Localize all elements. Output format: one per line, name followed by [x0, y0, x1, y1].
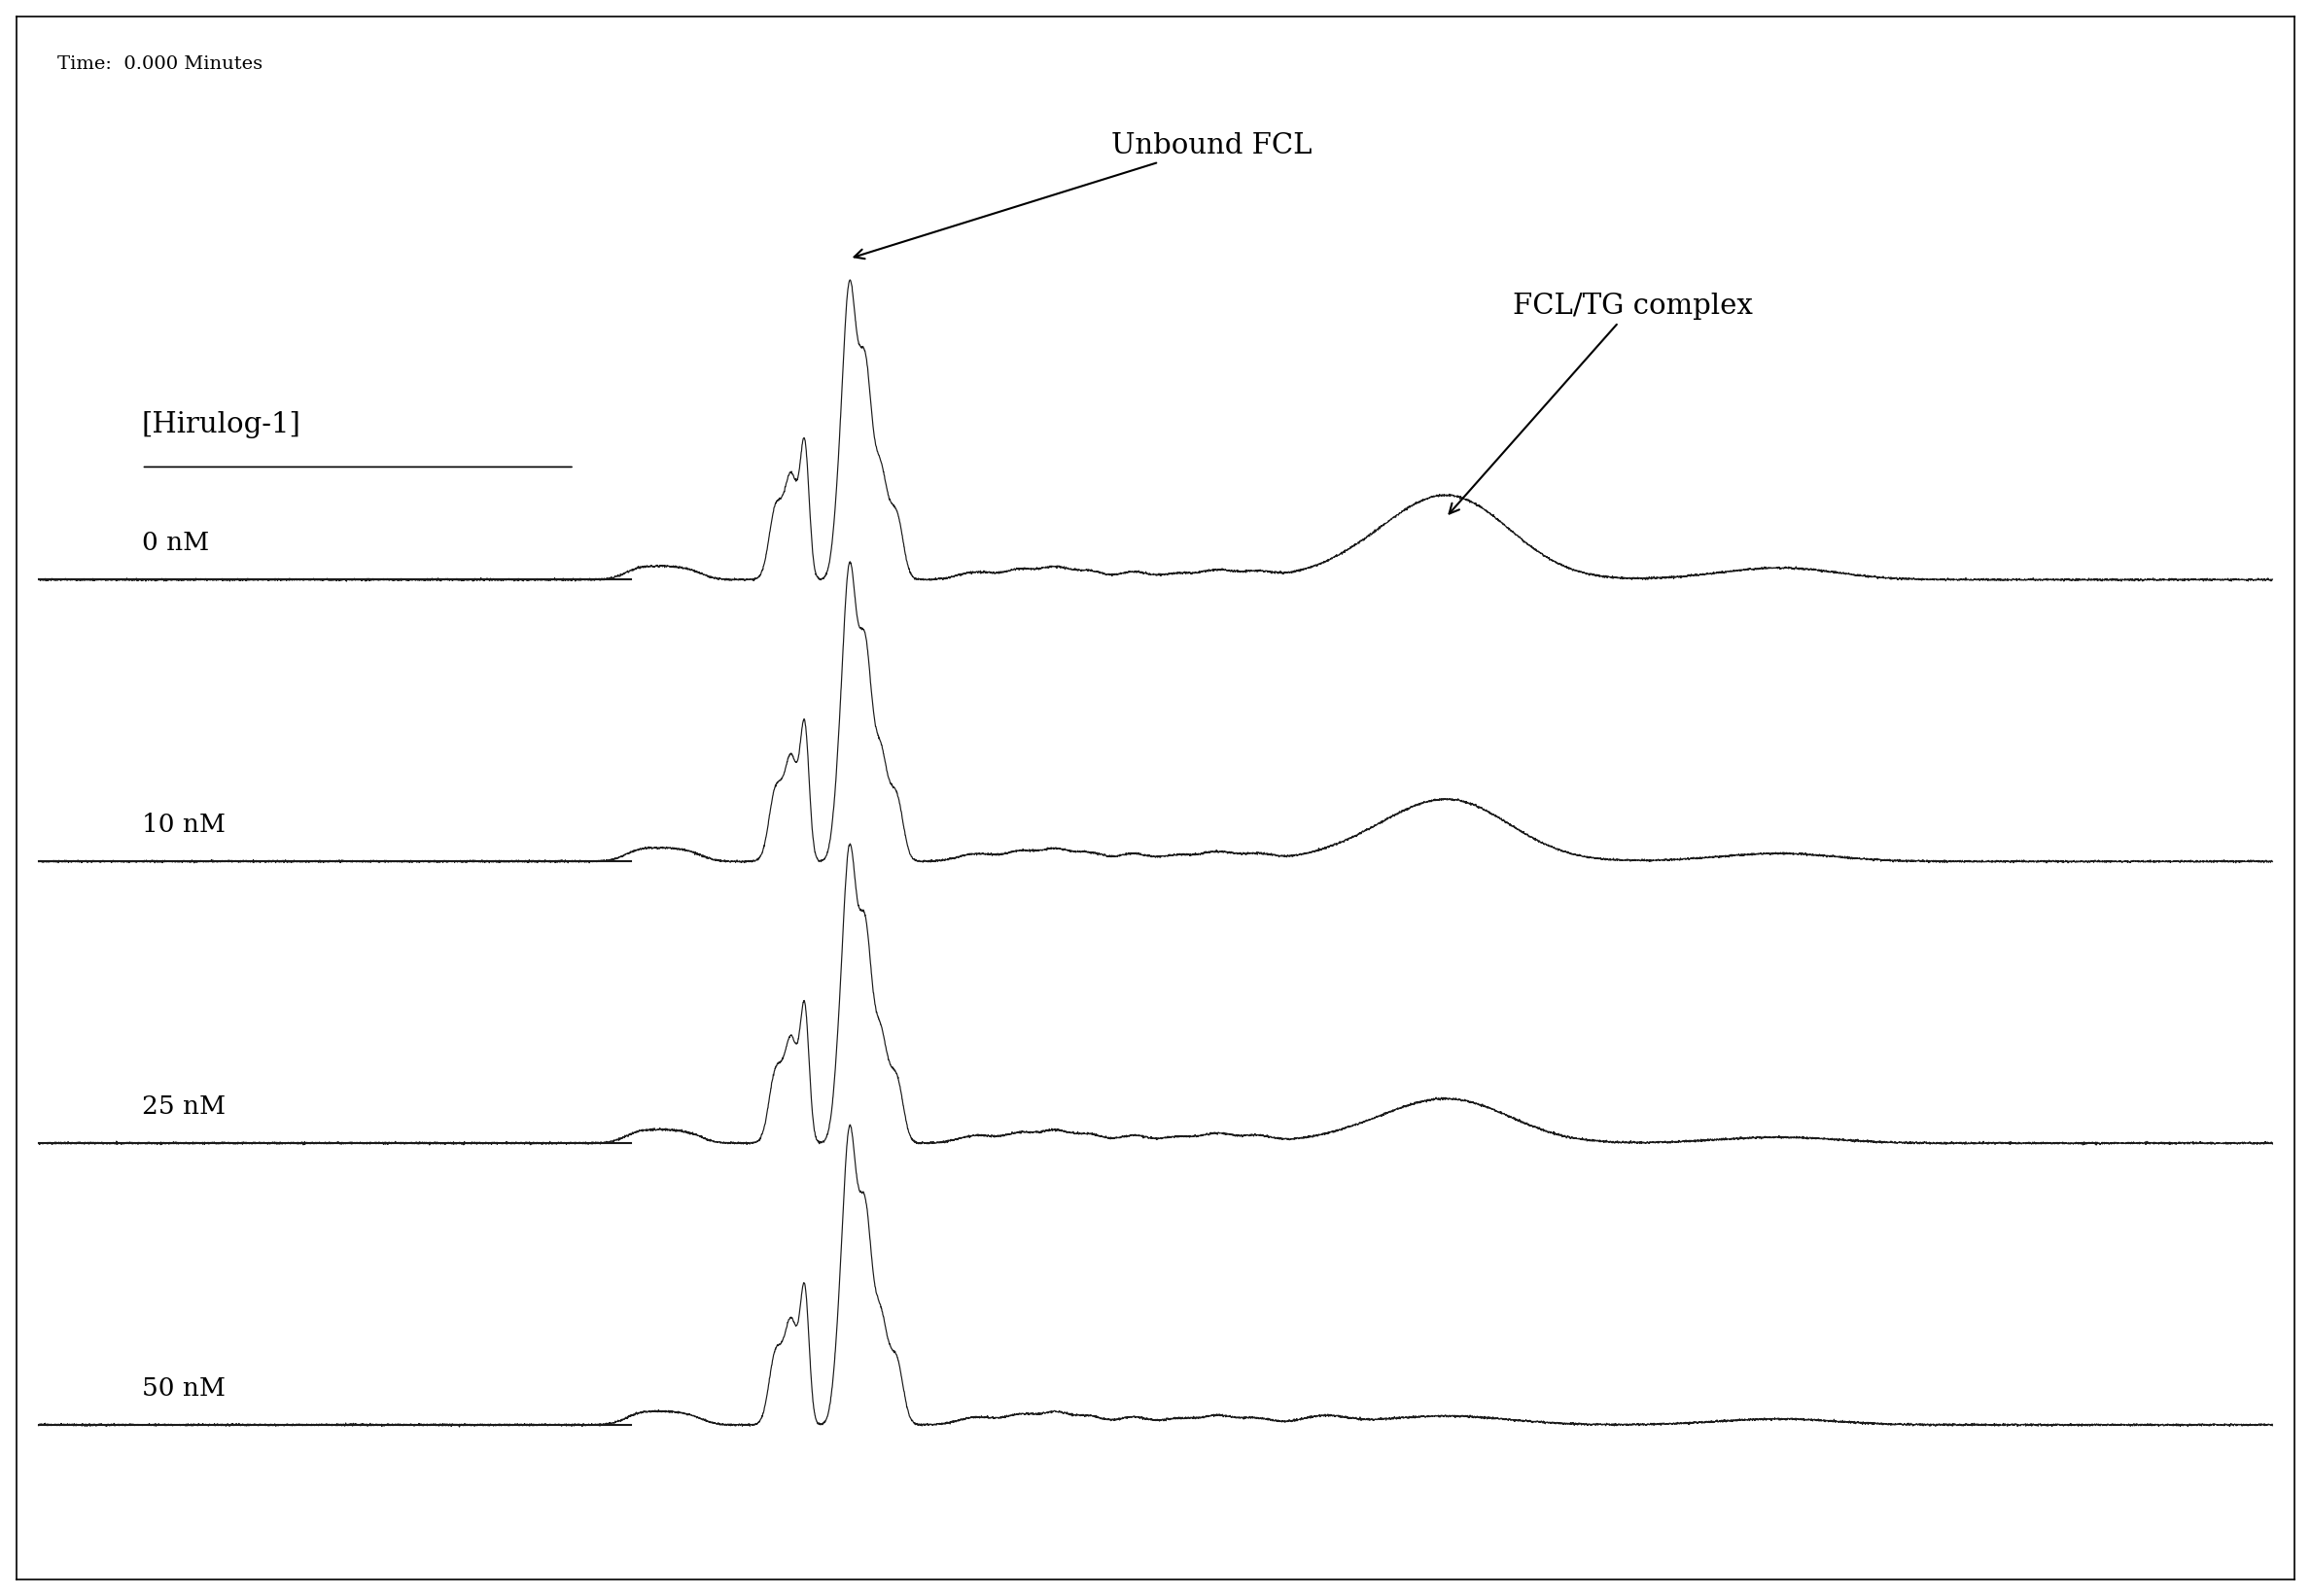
Text: 25 nM: 25 nM: [141, 1095, 224, 1119]
Text: 0 nM: 0 nM: [141, 531, 208, 555]
Text: Time:  0.000 Minutes: Time: 0.000 Minutes: [58, 56, 263, 73]
Text: 10 nM: 10 nM: [141, 812, 224, 836]
Text: FCL/TG complex: FCL/TG complex: [1449, 292, 1754, 514]
Text: [Hirulog-1]: [Hirulog-1]: [141, 412, 300, 439]
Text: 50 nM: 50 nM: [141, 1376, 224, 1400]
Text: Unbound FCL: Unbound FCL: [855, 132, 1313, 259]
